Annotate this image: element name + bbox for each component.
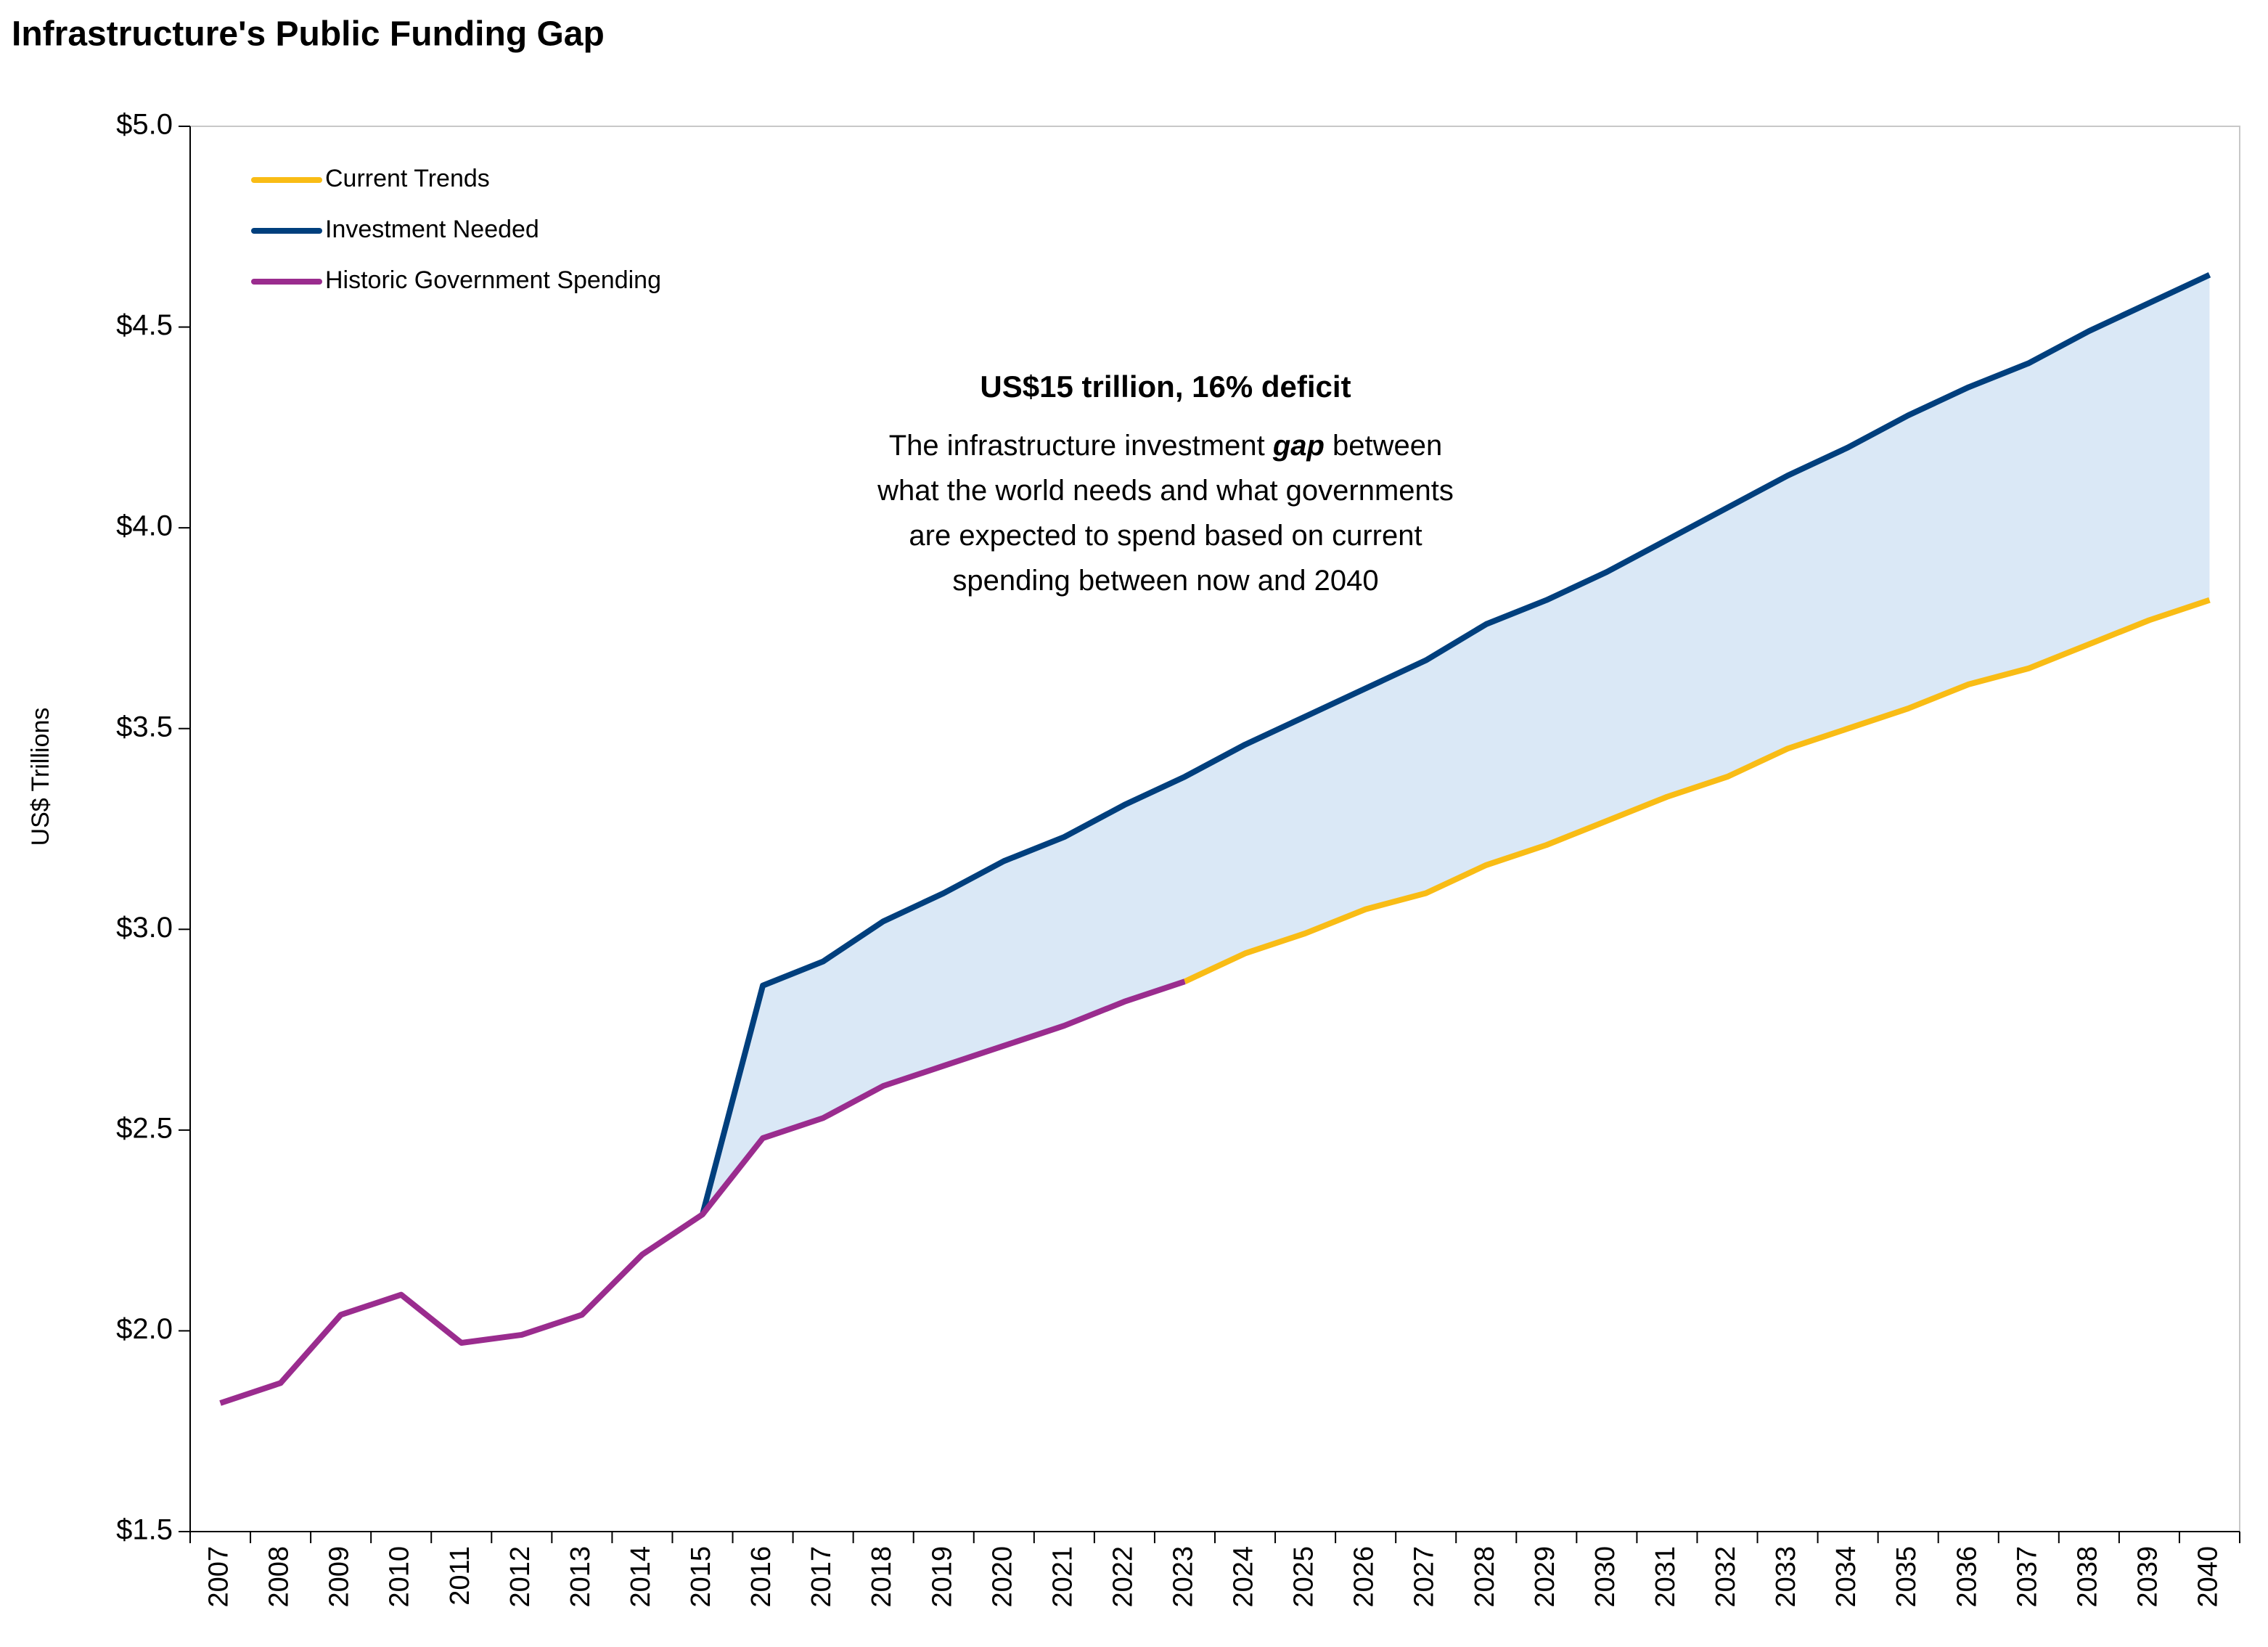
x-tick-label: 2011 <box>445 1546 475 1606</box>
annotation-text: what the world needs and what government… <box>877 475 1454 507</box>
y-tick-label: $2.0 <box>116 1313 173 1345</box>
x-tick-label: 2040 <box>2193 1546 2224 1608</box>
x-tick-label: 2022 <box>1108 1546 1138 1608</box>
annotation-title: US$15 trillion, 16% deficit <box>980 369 1351 404</box>
x-tick-label: 2018 <box>867 1546 897 1608</box>
y-tick-label: $1.5 <box>116 1514 173 1546</box>
x-tick-label: 2032 <box>1711 1546 1741 1608</box>
x-tick-label: 2008 <box>264 1546 295 1608</box>
x-tick-label: 2026 <box>1349 1546 1380 1608</box>
annotation-text-part: gap <box>1272 430 1325 462</box>
legend-label: Historic Government Spending <box>325 266 661 294</box>
gap-area <box>703 274 2210 1215</box>
x-tick-label: 2028 <box>1470 1546 1500 1608</box>
line-series <box>219 978 1186 1406</box>
annotation-text-part: are expected to spend based on current <box>909 520 1422 552</box>
x-tick-label: 2033 <box>1771 1546 1801 1608</box>
annotation-text-part: The infrastructure investment <box>889 430 1273 462</box>
x-tick-label: 2038 <box>2072 1546 2103 1608</box>
y-axis-label: US$ Trillions <box>27 708 54 846</box>
annotation-text: spending between now and 2040 <box>952 565 1378 597</box>
x-tick-label: 2029 <box>1530 1546 1560 1608</box>
line-series <box>1183 597 2211 984</box>
x-tick-label: 2037 <box>2012 1546 2042 1608</box>
y-tick-label: $3.0 <box>116 912 173 944</box>
y-tick-label: $3.5 <box>116 711 173 743</box>
x-tick-label: 2025 <box>1289 1546 1319 1608</box>
legend-label: Current Trends <box>325 165 490 192</box>
x-tick-label: 2034 <box>1831 1546 1862 1608</box>
y-tick-label: $4.0 <box>116 510 173 542</box>
x-tick-label: 2012 <box>505 1546 536 1608</box>
legend-label: Investment Needed <box>325 216 539 243</box>
x-tick-label: 2023 <box>1168 1546 1199 1608</box>
x-tick-label: 2009 <box>324 1546 355 1608</box>
annotation-text: are expected to spend based on current <box>909 520 1422 552</box>
x-tick-label: 2015 <box>686 1546 716 1608</box>
line-series <box>700 272 2211 1216</box>
annotation-text-part: what the world needs and what government… <box>877 475 1454 507</box>
annotation-text-part: between <box>1325 430 1442 462</box>
y-tick-label: $2.5 <box>116 1112 173 1144</box>
x-tick-label: 2019 <box>927 1546 957 1608</box>
x-tick-label: 2027 <box>1409 1546 1440 1608</box>
x-tick-label: 2016 <box>746 1546 777 1608</box>
annotation-text: The infrastructure investment gap betwee… <box>889 430 1443 462</box>
x-tick-label: 2007 <box>204 1546 234 1608</box>
x-tick-label: 2030 <box>1590 1546 1621 1608</box>
y-tick-label: $4.5 <box>116 309 173 341</box>
x-tick-label: 2010 <box>385 1546 415 1608</box>
x-tick-label: 2035 <box>1891 1546 1922 1608</box>
x-tick-label: 2036 <box>1952 1546 1982 1608</box>
x-tick-label: 2020 <box>987 1546 1018 1608</box>
annotation-text-part: spending between now and 2040 <box>952 565 1378 597</box>
x-tick-label: 2039 <box>2132 1546 2163 1608</box>
x-tick-label: 2014 <box>626 1546 656 1608</box>
chart-title: Infrastructure's Public Funding Gap <box>12 15 605 54</box>
x-tick-label: 2031 <box>1650 1546 1681 1608</box>
x-tick-label: 2024 <box>1229 1546 1259 1608</box>
x-tick-label: 2013 <box>565 1546 596 1608</box>
x-tick-label: 2017 <box>806 1546 837 1608</box>
x-tick-label: 2021 <box>1047 1546 1078 1608</box>
y-tick-label: $5.0 <box>116 109 173 141</box>
